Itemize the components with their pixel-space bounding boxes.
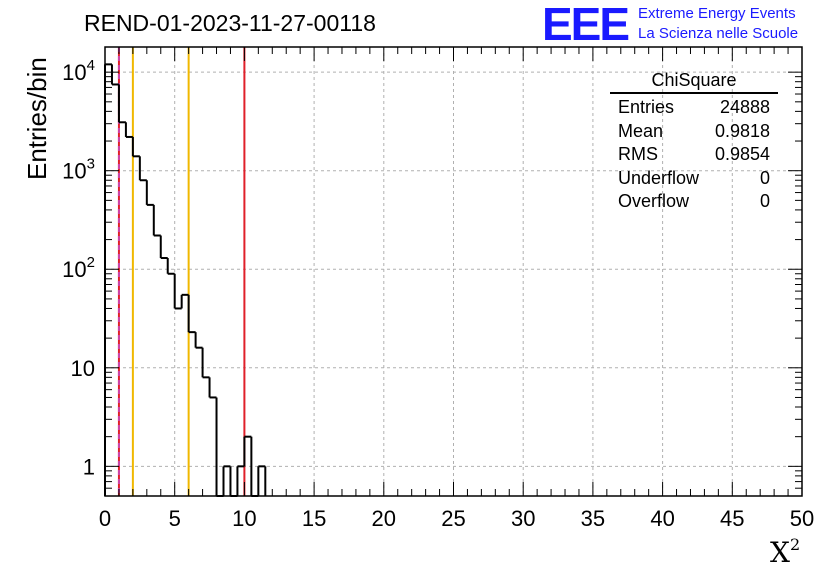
x-axis-label-text: X [770,536,790,569]
stats-label: RMS [618,144,658,164]
stats-row-underflow: Underflow 0 [610,167,778,191]
x-tick-label: 35 [581,506,605,531]
y-tick-label: 104 [62,57,95,85]
y-tick-label: 103 [62,156,95,184]
stats-value: 0 [759,191,770,211]
x-tick-label: 40 [650,506,674,531]
x-tick-label: 20 [372,506,396,531]
y-tick-label: 102 [62,254,95,282]
x-axis-label: X2 [770,535,800,569]
histogram-series [104,63,267,497]
stats-row-mean: Mean 0.9818 [610,120,778,144]
stats-label: Mean [618,120,664,141]
y-tick-label: 1 [83,454,95,479]
chart-title: REND-01-2023-11-27-00118 [84,10,376,36]
stats-label: Overflow [618,191,690,211]
stats-row-rms: RMS 0.9854 [610,143,778,167]
x-tick-label: 0 [99,506,111,531]
stats-value: 0.9854 [714,144,770,164]
stats-title: ChiSquare [610,70,778,94]
x-tick-label: 5 [169,506,181,531]
stats-box: ChiSquare Entries 24888 Mean 0.9818 RMS 0.9… [610,70,778,214]
x-tick-label: 50 [790,506,814,531]
reference-lines [117,47,246,496]
logo-line-2: La Scienza nelle Scuole [638,25,799,42]
stats-row-overflow: Overflow 0 [610,190,778,214]
axis-ticks [104,47,803,497]
stats-row-entries: Entries 24888 [610,96,778,120]
logo-caption: Extreme Energy Events La Scienza nelle S… [638,4,798,44]
stats-value: 24888 [719,97,770,117]
y-tick-label: 10 [71,356,95,381]
eee-logo: EEE [542,0,630,50]
x-tick-label: 45 [720,506,744,531]
x-tick-label: 25 [441,506,465,531]
x-tick-label: 30 [511,506,535,531]
stats-label: Underflow [618,167,700,188]
stats-label: Entries [618,97,675,117]
stats-value: 0 [759,167,770,188]
x-tick-label: 10 [232,506,256,531]
stats-value: 0.9818 [714,120,770,141]
tick-labels: 0 5 10 15 20 25 30 35 40 45 50 1 10 102 103 104 [62,57,814,531]
logo-line-1: Extreme Energy Events [638,5,796,22]
x-axis-label-superscript: 2 [789,535,801,554]
x-tick-label: 15 [302,506,326,531]
